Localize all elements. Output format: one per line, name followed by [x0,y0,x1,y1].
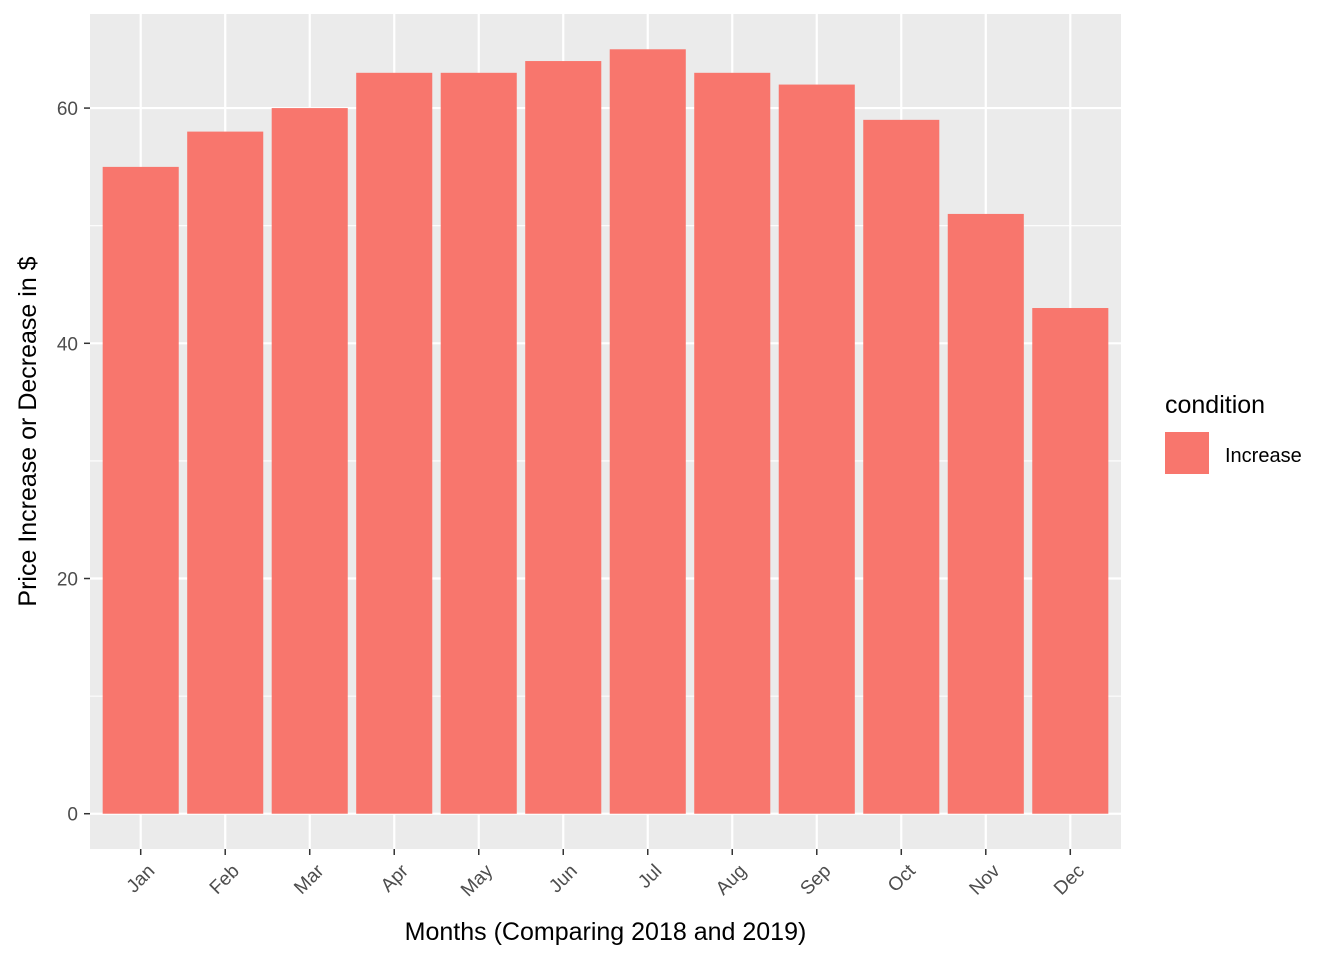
y-tick-label: 20 [57,570,78,591]
y-tick-label: 0 [67,805,78,826]
legend-key-increase [1165,432,1209,474]
x-tick-label: Jul [634,861,666,893]
x-tick-label: Nov [966,860,1005,899]
y-axis-title: Price Increase or Decrease in $ [14,256,42,606]
y-tick-label: 60 [57,99,78,120]
x-axis: Jan Feb Mar Apr May Jun Jul Aug Sep Oct Nov Dec [123,849,1089,901]
bar-jul [609,49,686,814]
legend-label-increase: Increase [1225,445,1302,467]
legend: condition Increase [1165,391,1302,474]
x-tick-label: Mar [290,860,328,898]
x-tick-label: Dec [1050,861,1089,900]
bar-aug [694,72,771,814]
x-tick-label: Aug [712,861,751,900]
bar-may [440,72,517,814]
x-tick-label: Oct [884,860,920,896]
legend-title: condition [1165,391,1265,419]
bar-jan [102,166,179,814]
x-tick-label: Sep [797,861,836,900]
x-tick-label: May [457,860,498,901]
bar-dec [1032,308,1109,814]
bar-oct [863,119,940,814]
x-tick-label: Feb [206,861,244,899]
bar-jun [525,61,602,814]
x-axis-title: Months (Comparing 2018 and 2019) [405,918,807,946]
bar-nov [947,213,1024,814]
bars [102,49,1109,814]
y-axis: 0 20 40 60 [57,99,90,826]
bar-mar [271,108,348,814]
x-tick-label: Apr [377,860,413,896]
y-tick-label: 40 [57,334,78,355]
x-tick-label: Jan [123,861,160,898]
bar-feb [187,131,264,814]
bar-apr [356,72,433,814]
x-tick-label: Jun [545,861,582,898]
bar-sep [778,84,855,814]
